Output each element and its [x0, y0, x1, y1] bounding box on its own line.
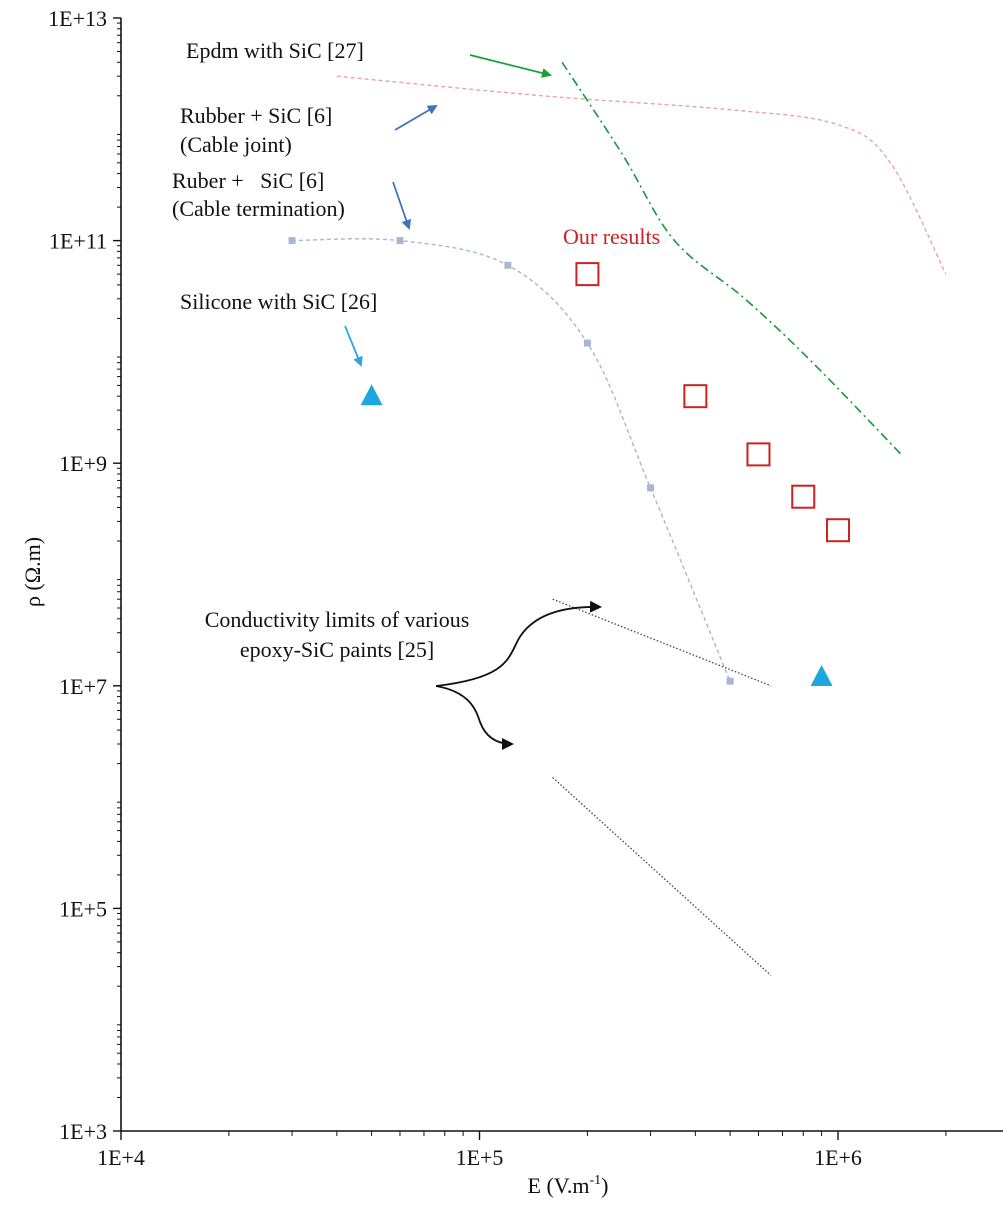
label-epoxy-line1: Conductivity limits of various [205, 607, 470, 632]
x-tick-label: 1E+5 [456, 1145, 504, 1170]
label-rubber-termination-line1: Ruber + SiC [6] [172, 168, 324, 193]
y-tick-label: 1E+3 [59, 1119, 107, 1144]
y-tick-label: 1E+11 [49, 229, 107, 254]
label-rubber-termination-line2: (Cable termination) [172, 196, 345, 221]
series-rubber-termination-marker [647, 484, 655, 492]
series-rubber-termination-marker [504, 261, 512, 269]
series-rubber-joint-line [336, 75, 947, 275]
label-epdm: Epdm with SiC [27] [186, 38, 364, 63]
x-axis-title-close: ) [601, 1173, 608, 1198]
series-rubber-termination-marker [726, 677, 734, 685]
series-silicone-marker [810, 664, 833, 686]
series-silicone-marker [360, 384, 383, 406]
series-our-results-marker [746, 442, 771, 467]
series-epoxy-lower-line [552, 777, 772, 976]
series-our-results-marker [826, 518, 850, 543]
arrow-silicone [344, 325, 363, 367]
arrow-epoxy-upper [435, 600, 602, 687]
x-axis-title-main: E (V.m [528, 1173, 590, 1198]
label-rubber-joint-line2: (Cable joint) [180, 132, 292, 157]
arrow-rubber-termination [392, 181, 412, 230]
label-our-results: Our results [563, 224, 660, 249]
x-axis-title: E (V.m-1) [528, 1173, 609, 1198]
series-epdm-line [561, 61, 902, 455]
axis-ticks: 1E+3 1E+5 1E+7 1E+9 1E+11 1E+13 1E+4 1E+5 1E+6 [48, 6, 947, 1170]
label-epoxy-line2: epoxy-SiC paints [25] [240, 637, 434, 662]
series-rubber-termination-marker [583, 339, 591, 347]
arrow-rubber-joint [394, 104, 438, 131]
label-silicone: Silicone with SiC [26] [180, 289, 377, 314]
series-our-results-marker [575, 262, 600, 287]
series-our-results-marker [683, 384, 708, 409]
arrow-epdm [469, 54, 552, 78]
series-layer [288, 61, 947, 976]
label-rubber-joint-line1: Rubber + SiC [6] [180, 103, 332, 128]
y-tick-label: 1E+7 [59, 674, 107, 699]
y-axis-title: ρ (Ω.m) [20, 537, 45, 607]
series-rubber-termination-marker [288, 237, 296, 245]
x-axis-title-sup: -1 [589, 1173, 601, 1188]
x-tick-label: 1E+4 [97, 1145, 145, 1170]
y-tick-label: 1E+5 [59, 896, 107, 921]
series-our-results-marker [791, 484, 816, 509]
series-rubber-termination-marker [396, 237, 404, 245]
series-epoxy-upper-line [552, 598, 772, 687]
annotation-arrows [344, 54, 602, 750]
y-tick-label: 1E+9 [59, 451, 107, 476]
y-tick-label: 1E+13 [48, 6, 107, 31]
x-tick-label: 1E+6 [814, 1145, 862, 1170]
arrow-epoxy-lower [435, 685, 514, 750]
